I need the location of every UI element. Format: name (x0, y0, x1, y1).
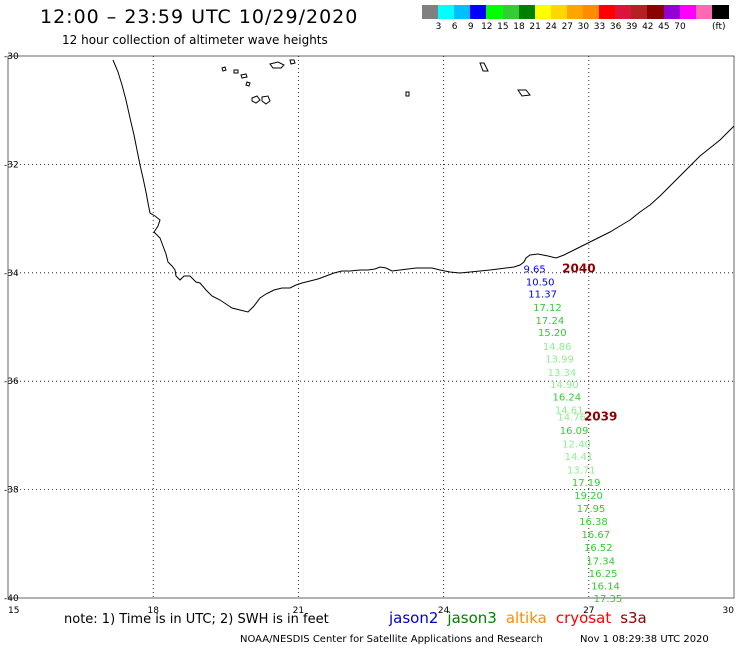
lat-tick-label: -38 (4, 486, 19, 496)
scale-swatch (631, 5, 649, 19)
swh-value-label: 10.50 (526, 277, 555, 288)
scale-label: 33 (593, 22, 606, 32)
scale-swatch (599, 5, 617, 19)
swh-value-label: 17.95 (577, 504, 606, 515)
scale-label: 45 (658, 22, 670, 32)
swh-value-label: 12.40 (562, 440, 591, 451)
scale-swatch (679, 5, 697, 19)
coastline-path (112, 59, 735, 313)
scale-label: 21 (529, 22, 541, 32)
lon-tick-label: 18 (147, 606, 159, 616)
credit-line: NOAA/NESDIS Center for Satellite Applica… (240, 634, 543, 645)
swh-value-label: 16.38 (579, 517, 608, 528)
swh-value-label: 14.61 (555, 405, 584, 416)
swh-value-label: 16.52 (584, 543, 613, 554)
legend-cryosat: cryosat (555, 609, 612, 627)
scale-swatch (422, 5, 439, 19)
scale-label: 39 (625, 22, 638, 32)
island-shape (221, 59, 531, 105)
legend-jason3: jason3 (447, 609, 497, 627)
lon-tick-label: 30 (723, 606, 735, 616)
pass-time-label: 2039 (584, 409, 617, 423)
swh-value-label: 13.99 (545, 354, 574, 365)
scale-label: 36 (609, 22, 622, 32)
swh-value-label: 17.19 (572, 478, 601, 489)
legend-altika: altika (505, 609, 547, 627)
swh-value-label: 14.90 (550, 380, 579, 391)
scale-label: 9 (467, 22, 474, 32)
scale-swatch (566, 5, 584, 19)
swh-value-label: 14.41 (565, 452, 594, 463)
scale-label: 70 (674, 22, 686, 32)
scale-swatch (550, 5, 568, 19)
lon-tick-label: 27 (583, 606, 594, 616)
swh-value-label: 16.24 (553, 392, 582, 403)
scale-label: 3 (435, 22, 442, 32)
swh-value-label: 15.20 (538, 328, 567, 339)
swh-value-label: 14.76 (557, 412, 586, 423)
swh-value-label: 11.37 (528, 289, 557, 300)
scale-swatch (615, 5, 633, 19)
scale-label: 12 (481, 22, 493, 32)
lat-tick-label: -34 (4, 269, 19, 279)
coastline (112, 59, 735, 313)
scale-label: 15 (497, 22, 509, 32)
scale-swatch (583, 5, 600, 19)
satellite-legend: jason2 jason3 altika cryosat s3a (389, 609, 656, 627)
scale-swatch (470, 5, 488, 19)
scale-swatch (518, 5, 536, 19)
lat-tick-label: -36 (4, 377, 19, 387)
swh-value-label: 17.34 (586, 557, 615, 568)
lon-tick-label: 15 (8, 606, 19, 616)
scale-unit-label: (ft) (712, 22, 726, 32)
scale-swatch (695, 5, 713, 19)
footer-note: note: 1) Time is in UTC; 2) SWH is in fe… (64, 612, 329, 627)
lon-tick-label: 24 (438, 606, 450, 616)
swh-value-label: 17.12 (533, 303, 562, 314)
swh-value-label: 17.35 (594, 594, 623, 605)
swh-value-label: 14.86 (543, 342, 572, 353)
swh-value-label: 13.71 (567, 466, 596, 477)
pass-time-labels: 2040 2039 (562, 261, 617, 423)
scale-label: 24 (545, 22, 557, 32)
scale-swatch (486, 5, 504, 19)
scale-swatch (454, 5, 472, 19)
graticule: 15 18 21 24 27 30 -30 -32 -34 -36 -38 -40 (4, 52, 735, 616)
swh-value-label: 17.24 (536, 316, 565, 327)
swh-value-label: 13.34 (548, 368, 577, 379)
generation-timestamp: Nov 1 08:29:38 UTC 2020 (580, 634, 709, 645)
scale-swatch (647, 5, 665, 19)
scale-label: 18 (513, 22, 525, 32)
swh-value-label: 9.65 (523, 264, 545, 275)
scale-label: 6 (451, 22, 458, 32)
map-frame (7, 55, 735, 599)
legend-jason2: jason2 (389, 609, 439, 627)
scale-swatch (663, 5, 681, 19)
map-title: 12:00 – 23:59 UTC 10/29/2020 (40, 6, 359, 28)
pass-time-label: 2040 (562, 261, 595, 275)
wave-height-color-scale: (ft) 3 6 9 12 15 18 21 24 27 30 33 36 39 42 45 70 (422, 5, 729, 35)
swh-value-label: 19.20 (574, 491, 603, 502)
scale-label: 42 (642, 22, 654, 32)
map-subtitle: 12 hour collection of altimeter wave hei… (62, 33, 328, 47)
swh-value-label: 16.09 (560, 426, 589, 437)
scale-label: 30 (577, 22, 590, 32)
swh-value-label: 16.67 (582, 530, 611, 541)
scale-swatch (502, 5, 520, 19)
scale-swatch (534, 5, 552, 19)
lat-tick-label: -40 (4, 594, 19, 604)
legend-s3a: s3a (620, 609, 647, 627)
scale-swatch (438, 5, 456, 19)
swh-value-label: 16.14 (591, 582, 620, 593)
swh-value-label: 16.25 (589, 569, 618, 580)
offshore-islands (221, 59, 531, 105)
scale-label: 27 (561, 22, 574, 32)
lat-tick-label: -32 (4, 160, 19, 170)
lat-tick-label: -30 (4, 52, 19, 62)
lon-tick-label: 21 (293, 606, 304, 616)
scale-swatch (711, 5, 729, 19)
